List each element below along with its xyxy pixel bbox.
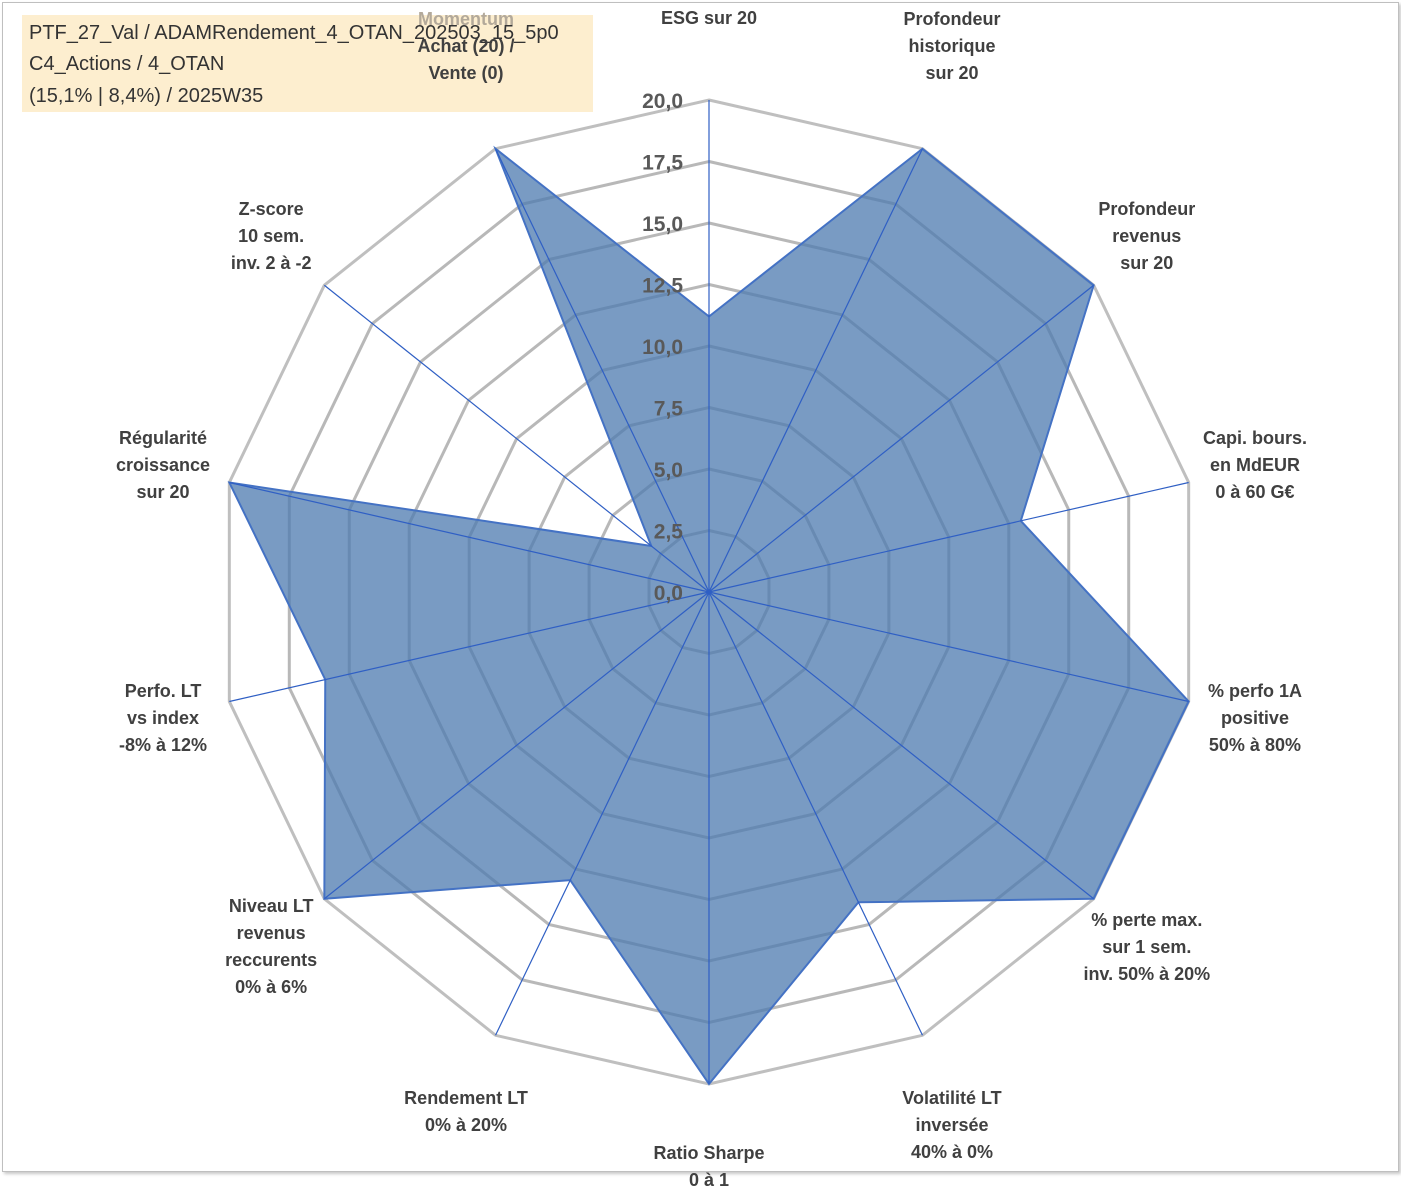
axis-label: Perfo. LT vs index -8% à 12% — [119, 678, 207, 759]
axis-spoke — [708, 481, 1189, 593]
axis-label-line: 0 à 60 G€ — [1215, 481, 1295, 502]
tick-label: 0,0 — [654, 582, 683, 605]
axis-label-line: Momentum — [418, 9, 515, 30]
axis-label-line: 0 à 1 — [688, 1170, 730, 1190]
axis-label-line: 0% à 6% — [235, 977, 308, 998]
axis-label-line: revenus — [236, 923, 306, 944]
axis-label-line: Niveau LT — [228, 896, 314, 917]
axis-label-line: sur 20 — [1120, 253, 1174, 274]
axis-label-line: Vente (0) — [428, 63, 504, 84]
axis-label-line: Achat (20) / — [417, 36, 515, 57]
axis-label-line: sur 20 — [136, 481, 190, 502]
axis-label: % perte max. sur 1 sem. inv. 50% à 20% — [1083, 907, 1210, 988]
tick-label: 5,0 — [654, 459, 683, 482]
tick-label: 15,0 — [642, 213, 683, 236]
tick-label: 20,0 — [642, 90, 683, 113]
axis-label-line: Capi. bours. — [1202, 427, 1307, 448]
info-line-portfolio: PTF_27_Val / ADAMRendement_4_OTAN_202503… — [29, 22, 559, 44]
axis-label-line: inv. 2 à -2 — [230, 253, 312, 274]
axis-label-line: inversée — [915, 1114, 989, 1135]
axis-label: % perfo 1A positive 50% à 80% — [1208, 678, 1302, 759]
axis-spoke — [494, 591, 710, 1036]
axis-label-line: Z-score — [238, 199, 304, 220]
axis-label-line: Régularité — [119, 427, 208, 448]
axis-label-line: Perfo. LT — [124, 681, 202, 702]
axis-label: Niveau LT revenus reccurents 0% à 6% — [225, 893, 317, 1001]
tick-label: 12,5 — [642, 275, 683, 298]
axis-label-line: inv. 50% à 20% — [1083, 963, 1211, 984]
axis-label-line: croissance — [116, 454, 211, 475]
info-line-category: C4_Actions / 4_OTAN — [29, 53, 225, 75]
tick-label: 2,5 — [654, 521, 684, 544]
axis-label: Z-score 10 sem. inv. 2 à -2 — [231, 196, 312, 277]
axis-spoke — [323, 591, 710, 900]
axis-label-line: historique — [908, 36, 996, 57]
axis-label-line: Ratio Sharpe — [653, 1143, 765, 1163]
axis-label-line: ESG sur 20 — [660, 8, 758, 28]
axis-label: Note ESG sur 20 — [661, 0, 757, 32]
axis-label: Capi. bours. en MdEUR 0 à 60 G€ — [1203, 425, 1307, 506]
axis-spoke — [229, 481, 710, 593]
axis-label: Momentum Achat (20) / Vente (0) — [418, 6, 515, 87]
axis-label-line: reccurents — [225, 950, 318, 971]
tick-label: 7,5 — [654, 398, 684, 421]
axis-spoke — [323, 284, 710, 593]
tick-label: 17,5 — [642, 152, 683, 175]
axis-label: Rendement LT 0% à 20% — [404, 1085, 528, 1139]
axis-label-line: % perte max. — [1091, 909, 1203, 930]
axis-spoke — [708, 591, 924, 1036]
axis-label: Volatilité LT inversée 40% à 0% — [902, 1085, 1001, 1166]
axis-label-line: 0% à 20% — [424, 1114, 508, 1135]
axis-spoke — [708, 148, 924, 593]
axis-label-line: Volatilité LT — [902, 1087, 1002, 1108]
axis-label: Profondeur historique sur 20 — [903, 6, 1000, 87]
axis-label-line: en MdEUR — [1209, 454, 1300, 475]
axis-label-line: Rendement LT — [404, 1087, 528, 1108]
axis-label-line: sur 1 sem. — [1102, 936, 1192, 957]
axis-spoke — [708, 284, 1095, 593]
axis-spoke — [708, 591, 1189, 703]
axis-label-line: 10 sem. — [238, 226, 305, 247]
axis-label-line: revenus — [1112, 226, 1182, 247]
info-box: PTF_27_Val / ADAMRendement_4_OTAN_202503… — [22, 15, 593, 112]
axis-label-line: 40% à 0% — [910, 1141, 993, 1162]
axis-label-line: Profondeur — [1098, 199, 1196, 220]
axis-spoke — [494, 148, 710, 593]
axis-label-line: % perfo 1A — [1207, 681, 1302, 702]
axis-label-line: 50% à 80% — [1208, 735, 1301, 756]
tick-label: 10,0 — [642, 336, 683, 359]
axis-label: Ratio Sharpe 0 à 1 — [653, 1140, 764, 1194]
info-line-stats: (15,1% | 8,4%) / 2025W35 — [29, 85, 264, 107]
axis-label: Régularité croissance sur 20 — [116, 425, 210, 506]
axis-label-line: sur 20 — [925, 63, 979, 84]
axis-label-line: vs index — [127, 708, 200, 729]
axis-label: Profondeur revenus sur 20 — [1098, 196, 1195, 277]
axis-label-line: -8% à 12% — [119, 735, 208, 756]
axis-label-line: Note — [661, 0, 757, 5]
axis-label-line: positive — [1220, 708, 1289, 729]
axis-spoke — [708, 591, 1095, 900]
axis-label-line: Profondeur — [903, 9, 1001, 30]
axis-spoke — [229, 591, 710, 703]
